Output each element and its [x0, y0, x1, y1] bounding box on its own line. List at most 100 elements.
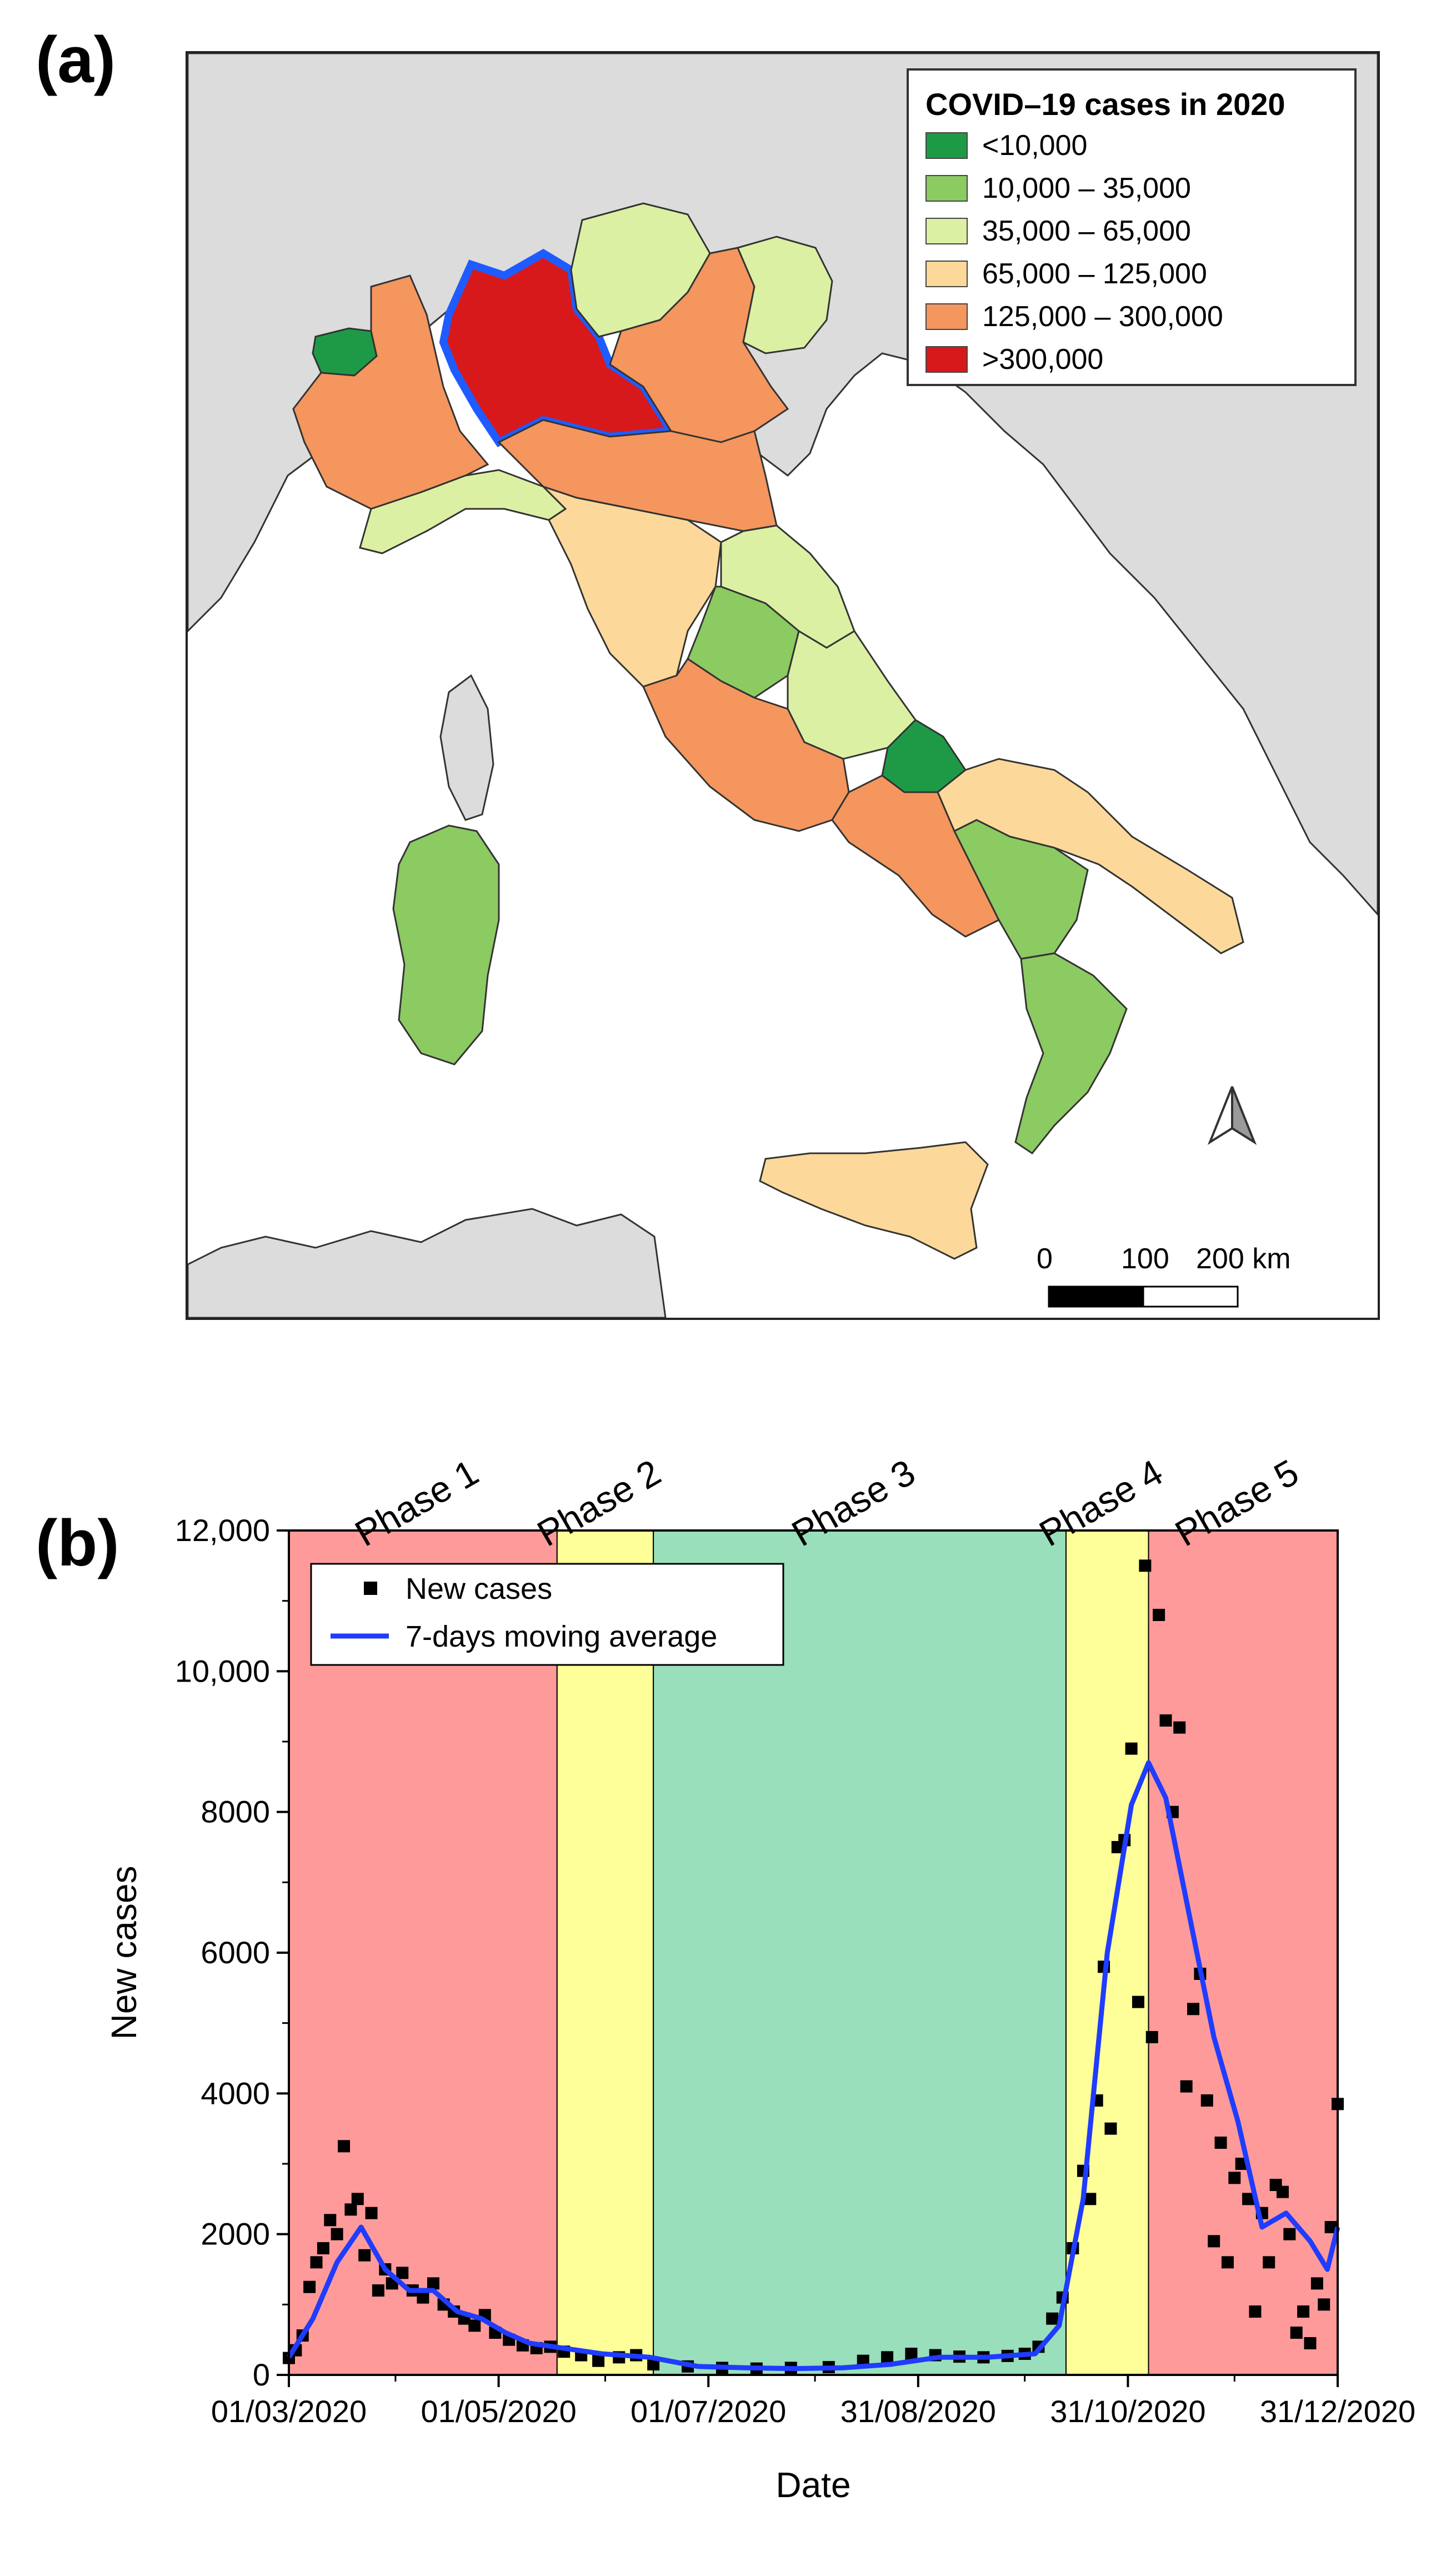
north-africa: [188, 1208, 667, 1318]
region-sardegna: [392, 824, 500, 1066]
new-cases-point: [1290, 2327, 1303, 2339]
new-cases-point: [1208, 2235, 1220, 2248]
new-cases-point: [1180, 2080, 1193, 2093]
new-cases-point: [365, 2207, 378, 2219]
scale-bar: [1048, 1285, 1239, 1308]
map-legend: COVID–19 cases in 2020 <10,000 10,000 – …: [907, 68, 1357, 386]
new-cases-point: [1173, 1721, 1186, 1734]
y-tick-label: 2000: [201, 2217, 270, 2252]
new-cases-point: [358, 2249, 371, 2262]
new-cases-point: [317, 2242, 329, 2254]
phase-bands: [288, 1530, 1339, 2375]
y-tick-label: 4000: [201, 2075, 270, 2110]
new-cases-point: [1125, 1742, 1138, 1755]
new-cases-point: [303, 2280, 316, 2293]
legend-swatch: [925, 175, 968, 202]
legend-item: <10,000: [925, 129, 1087, 162]
region-sicilia: [759, 1141, 989, 1260]
legend-item: 65,000 – 125,000: [925, 257, 1207, 291]
phase-band-2: [556, 1530, 654, 2375]
x-axis-title: Date: [775, 2465, 850, 2505]
new-cases-point: [1153, 1609, 1165, 1621]
legend-label-moving-average: 7-days moving average: [406, 1620, 717, 1653]
legend-item: >300,000: [925, 343, 1103, 376]
new-cases-point: [1159, 1714, 1172, 1727]
new-cases-point: [331, 2228, 343, 2240]
new-cases-point: [1297, 2305, 1310, 2318]
legend-swatch: [925, 132, 968, 159]
new-cases-point: [1132, 1995, 1144, 2008]
panel-a-letter: (a): [36, 23, 116, 97]
legend-label: 65,000 – 125,000: [982, 258, 1207, 290]
region-friuli: [736, 236, 833, 354]
new-cases-point: [396, 2267, 409, 2279]
y-tick-label: 0: [253, 2357, 270, 2392]
new-cases-point: [310, 2256, 323, 2269]
new-cases-point: [647, 2358, 660, 2370]
region-basilicata: [953, 819, 1089, 960]
new-cases-point: [881, 2351, 894, 2364]
new-cases-point: [1324, 2221, 1337, 2233]
new-cases-point: [1249, 2305, 1262, 2318]
panel-b-letter: (b): [36, 1507, 119, 1580]
new-cases-point: [592, 2354, 605, 2367]
chart-legend: New cases 7-days moving average: [310, 1563, 784, 1666]
new-cases-point: [338, 2140, 351, 2153]
new-cases-point: [344, 2203, 357, 2216]
legend-point-symbol: [364, 1582, 377, 1595]
new-cases-point: [1139, 1559, 1152, 1572]
legend-swatch: [925, 218, 968, 244]
new-cases-point: [905, 2348, 918, 2360]
legend-label: 35,000 – 65,000: [982, 215, 1191, 247]
x-tick-label: 01/07/2020: [631, 2394, 786, 2429]
moving-average-series: [287, 1760, 1340, 2372]
new-cases-point: [1242, 2193, 1255, 2205]
new-cases-point: [1214, 2137, 1227, 2149]
new-cases-point: [417, 2291, 429, 2304]
new-cases-point: [1304, 2337, 1317, 2349]
legend-label-new-cases: New cases: [406, 1572, 552, 1605]
new-cases-point: [1084, 2193, 1097, 2205]
new-cases-point: [468, 2319, 481, 2332]
moving-average-line: [287, 1760, 1340, 2372]
new-cases-point: [1310, 2277, 1323, 2290]
new-cases-point: [427, 2277, 439, 2290]
y-axis-title: New cases: [104, 1866, 144, 2040]
new-cases-point: [1263, 2256, 1275, 2269]
new-cases-point: [1200, 2094, 1213, 2107]
region-calabria: [1014, 952, 1128, 1155]
legend-label: 125,000 – 300,000: [982, 301, 1223, 333]
y-tick-label: 6000: [201, 1935, 270, 1970]
new-cases-point: [1318, 2298, 1330, 2311]
new-cases-point: [1228, 2172, 1241, 2184]
region-veneto: [609, 247, 789, 443]
scale-label-0: 0: [1037, 1243, 1053, 1275]
new-cases-point: [1187, 2003, 1200, 2015]
legend-label: 10,000 – 35,000: [982, 172, 1191, 204]
north-arrow-icon: [1207, 1086, 1257, 1145]
scale-label-200: 200 km: [1196, 1243, 1291, 1275]
new-cases-point: [1145, 2031, 1158, 2043]
y-axis: 0 2000 4000 6000 8000 10,000 12,000: [175, 1513, 289, 2392]
legend-swatch: [925, 303, 968, 330]
new-cases-point: [351, 2193, 364, 2205]
legend-swatch: [925, 261, 968, 287]
new-cases-point: [1104, 2122, 1117, 2135]
new-cases-point: [372, 2284, 384, 2297]
map-legend-title: COVID–19 cases in 2020: [925, 87, 1285, 122]
phase-band-3: [653, 1530, 1067, 2375]
x-tick-label: 31/08/2020: [840, 2394, 996, 2429]
scale-label-100: 100: [1121, 1243, 1169, 1275]
new-cases-point: [1283, 2228, 1296, 2240]
legend-swatch: [925, 346, 968, 373]
y-tick-label: 10,000: [175, 1653, 270, 1688]
new-cases-point: [1276, 2185, 1289, 2198]
x-tick-label: 01/03/2020: [211, 2394, 367, 2429]
phase-band-5: [1148, 1530, 1339, 2375]
legend-item: 10,000 – 35,000: [925, 172, 1191, 205]
chart-legend-box: [310, 1563, 784, 1666]
legend-item: 125,000 – 300,000: [925, 300, 1223, 333]
legend-label: >300,000: [982, 343, 1104, 376]
y-tick-label: 8000: [201, 1794, 270, 1829]
